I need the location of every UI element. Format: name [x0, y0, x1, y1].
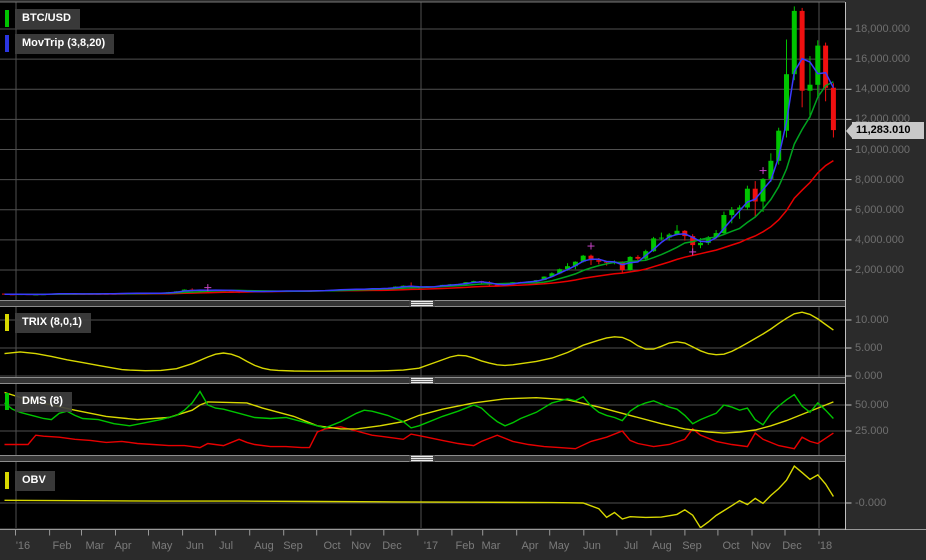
y-axis-tick-label: -0.000	[855, 497, 887, 509]
dms-color-swatch-icon	[5, 393, 9, 410]
time-axis-label: Feb	[52, 540, 72, 552]
time-axis-label: Oct	[722, 540, 740, 552]
grid-lines	[0, 2, 845, 528]
time-axis-label: Sep	[682, 540, 702, 552]
divider-grip-icon[interactable]	[409, 300, 435, 307]
panel-divider[interactable]	[0, 377, 845, 384]
y-axis-tick-label: 6,000.000	[855, 204, 904, 216]
time-axis-label: Jun	[583, 540, 601, 552]
trix-line	[4, 311, 834, 372]
ma-fast-line	[4, 57, 835, 296]
movtrip-overlay	[4, 57, 835, 296]
legend-main-symbol[interactable]: BTC/USD	[5, 9, 80, 29]
dms-minus-di-line	[4, 426, 834, 450]
trix-label: TRIX (8,0,1)	[15, 313, 91, 333]
movtrip-label: MovTrip (3,8,20)	[15, 34, 115, 54]
y-axis-tick-label: 2,000.000	[855, 264, 904, 276]
divider-grip-icon[interactable]	[409, 455, 435, 462]
y-axis-tick-label: 14,000.000	[855, 83, 911, 95]
y-axis-tick-label: 10.000	[855, 314, 889, 326]
time-axis-label: Jun	[186, 540, 204, 552]
symbol-label: BTC/USD	[15, 9, 80, 29]
time-axis[interactable]	[15, 530, 820, 536]
symbol-color-swatch-icon	[5, 10, 9, 27]
legend-movtrip[interactable]: MovTrip (3,8,20)	[5, 34, 115, 54]
obv-line	[4, 465, 834, 528]
time-axis-label: '16	[15, 540, 31, 552]
price-axis[interactable]	[845, 2, 852, 530]
time-axis-label: Oct	[323, 540, 341, 552]
legend-obv[interactable]: OBV	[5, 471, 55, 491]
time-axis-label: Nov	[751, 540, 771, 552]
legend-trix[interactable]: TRIX (8,0,1)	[5, 313, 91, 333]
trix-color-swatch-icon	[5, 314, 9, 331]
divider-grip-icon[interactable]	[409, 377, 435, 384]
y-axis-tick-label: 50.000	[855, 399, 889, 411]
y-axis-tick-label: 5.000	[855, 342, 883, 354]
signal-markers	[204, 167, 767, 292]
y-axis-tick-label: 8,000.000	[855, 174, 904, 186]
trix-panel-canvas[interactable]	[0, 307, 845, 377]
time-axis-label: Nov	[351, 540, 371, 552]
movtrip-color-swatch-icon	[5, 35, 9, 52]
y-axis-tick-label: 10,000.000	[855, 144, 911, 156]
time-axis-label: Mar	[85, 540, 105, 552]
time-axis-label: Sep	[283, 540, 303, 552]
time-axis-label: Aug	[652, 540, 672, 552]
dms-panel-canvas[interactable]	[0, 384, 845, 455]
panel-divider[interactable]	[0, 455, 845, 462]
time-axis-label: May	[548, 540, 570, 552]
time-axis-label: Dec	[782, 540, 802, 552]
y-axis-tick-label: 0.000	[855, 370, 883, 382]
obv-panel-canvas[interactable]	[0, 462, 845, 528]
obv-label: OBV	[15, 471, 55, 491]
price-panel-canvas[interactable]	[0, 2, 845, 300]
time-axis-label: Apr	[521, 540, 539, 552]
last-price-tag: 11,283.010	[846, 122, 924, 139]
panel-divider[interactable]	[0, 300, 845, 307]
time-axis-label: Jul	[623, 540, 639, 552]
time-axis-label: May	[151, 540, 173, 552]
dms-plus-di-line	[4, 390, 834, 429]
time-axis-label: '18	[817, 540, 833, 552]
y-axis-tick-label: 18,000.000	[855, 23, 911, 35]
time-axis-label: Aug	[254, 540, 274, 552]
legend-dms[interactable]: DMS (8)	[5, 392, 72, 412]
time-axis-label: Feb	[455, 540, 475, 552]
time-axis-label: Dec	[382, 540, 402, 552]
time-axis-label: Jul	[218, 540, 234, 552]
time-axis-label: Apr	[114, 540, 132, 552]
y-axis-tick-label: 16,000.000	[855, 53, 911, 65]
y-axis-tick-label: 25.000	[855, 425, 889, 437]
y-axis-tick-label: 4,000.000	[855, 234, 904, 246]
time-axis-label: '17	[423, 540, 439, 552]
obv-color-swatch-icon	[5, 472, 9, 489]
dms-label: DMS (8)	[15, 392, 72, 412]
time-axis-label: Mar	[481, 540, 501, 552]
